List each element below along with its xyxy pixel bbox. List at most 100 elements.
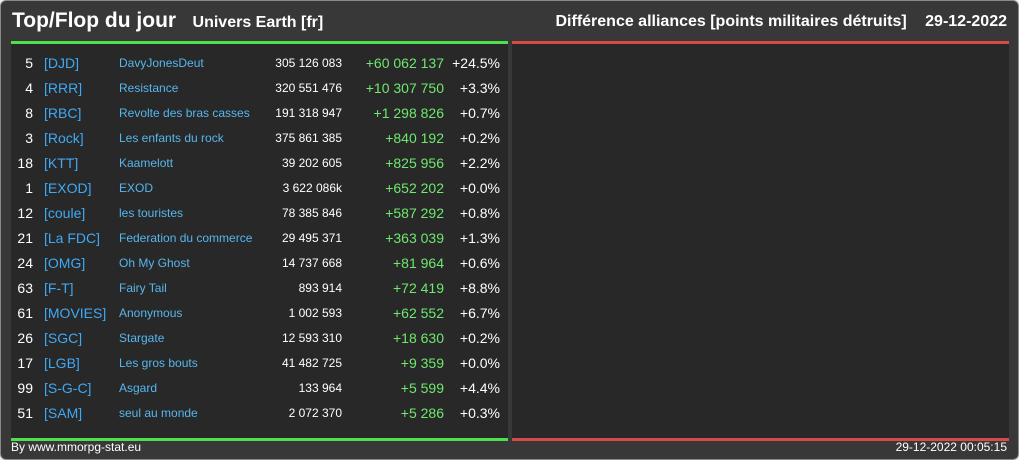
header-right: Différence alliances [points militaires … xyxy=(555,13,1007,31)
rank: 21 xyxy=(17,230,33,246)
points-difference: +363 039 xyxy=(385,230,444,246)
alliance-name[interactable]: Fairy Tail xyxy=(119,281,167,295)
alliance-tag[interactable]: [EXOD] xyxy=(44,180,92,196)
alliance-points: 29 495 371 xyxy=(281,231,342,245)
points-difference: +18 630 xyxy=(393,330,444,346)
table-row: 21 [La FDC] Federation du commerce 29 495 3… xyxy=(11,226,508,251)
alliance-tag[interactable]: [DJD] xyxy=(44,55,79,71)
percent-change: +0.6% xyxy=(459,255,500,271)
table-row: 3 [Rock] Les enfants du rock 375 861 385 +84… xyxy=(11,126,508,151)
alliance-tag[interactable]: [F-T] xyxy=(44,280,74,296)
rank: 51 xyxy=(17,405,33,421)
rank: 3 xyxy=(25,130,33,146)
alliance-points: 375 861 385 xyxy=(275,131,342,145)
alliance-tag[interactable]: [S-G-C] xyxy=(44,380,92,396)
points-difference: +840 192 xyxy=(385,130,444,146)
rank: 26 xyxy=(17,330,33,346)
points-difference: +81 964 xyxy=(393,255,444,271)
table-row: 63 [F-T] Fairy Tail 893 914 +72 419 +8.8% xyxy=(11,276,508,301)
alliance-points: 39 202 605 xyxy=(281,156,342,170)
percent-change: +0.8% xyxy=(459,205,500,221)
alliance-tag[interactable]: [SGC] xyxy=(44,330,83,346)
update-timestamp: 29-12-2022 00:05:15 xyxy=(895,440,1007,454)
alliance-name[interactable]: EXOD xyxy=(119,181,154,195)
alliance-name[interactable]: Les gros bouts xyxy=(119,356,198,370)
alliance-tag[interactable]: [coule] xyxy=(44,205,86,221)
points-difference: +5 599 xyxy=(400,380,444,396)
alliance-name[interactable]: Stargate xyxy=(119,331,165,345)
alliance-tag[interactable]: [OMG] xyxy=(44,255,86,271)
alliance-name[interactable]: Anonymous xyxy=(119,306,183,320)
alliance-name[interactable]: Asgard xyxy=(119,381,158,395)
alliance-name[interactable]: Resistance xyxy=(119,81,179,95)
points-difference: +825 956 xyxy=(385,155,444,171)
rank: 4 xyxy=(25,80,33,96)
alliance-tag[interactable]: [SAM] xyxy=(44,405,83,421)
table-row: 99 [S-G-C] Asgard 133 964 +5 599 +4.4% xyxy=(11,376,508,401)
alliance-points: 320 551 476 xyxy=(275,81,342,95)
rank: 1 xyxy=(25,180,33,196)
alliance-name[interactable]: les touristes xyxy=(119,206,184,220)
percent-change: +0.0% xyxy=(459,180,500,196)
table-row: 61 [MOVIES] Anonymous 1 002 593 +62 552 +6.7% xyxy=(11,301,508,326)
table-row: 26 [SGC] Stargate 12 593 310 +18 630 +0.2% xyxy=(11,326,508,351)
alliance-tag[interactable]: [LGB] xyxy=(44,355,80,371)
alliance-name[interactable]: DavyJonesDeut xyxy=(119,56,204,70)
alliance-points: 12 593 310 xyxy=(281,331,342,345)
rank: 63 xyxy=(17,280,33,296)
table-row: 51 [SAM] seul au monde 2 072 370 +5 286 +0.3% xyxy=(11,401,508,426)
rank: 12 xyxy=(17,205,33,221)
alliance-name[interactable]: Oh My Ghost xyxy=(119,256,190,270)
flop-panel xyxy=(512,41,1009,441)
points-difference: +72 419 xyxy=(393,280,444,296)
alliance-name[interactable]: seul au monde xyxy=(119,406,198,420)
rank: 61 xyxy=(17,305,33,321)
percent-change: +0.2% xyxy=(459,330,500,346)
percent-change: +0.3% xyxy=(459,405,500,421)
percent-change: +1.3% xyxy=(459,230,500,246)
rank: 18 xyxy=(17,155,33,171)
alliance-points: 1 002 593 xyxy=(288,306,342,320)
table-row: 24 [OMG] Oh My Ghost 14 737 668 +81 964 +0.6% xyxy=(11,251,508,276)
table-row: 5 [DJD] DavyJonesDeut 305 126 083 +60 062 13… xyxy=(11,51,508,76)
rank: 99 xyxy=(17,380,33,396)
percent-change: +6.7% xyxy=(459,305,500,321)
points-difference: +1 298 826 xyxy=(373,105,444,121)
points-difference: +587 292 xyxy=(385,205,444,221)
alliance-tag[interactable]: [RBC] xyxy=(44,105,82,121)
rank: 17 xyxy=(17,355,33,371)
alliance-tag[interactable]: [RRR] xyxy=(44,80,83,96)
alliance-points: 191 318 947 xyxy=(275,106,342,120)
site-credit-link[interactable]: By www.mmorpg-stat.eu xyxy=(11,440,142,454)
alliance-name[interactable]: Revolte des bras casses xyxy=(119,106,250,120)
rank: 24 xyxy=(17,255,33,271)
table-row: 17 [LGB] Les gros bouts 41 482 725 +9 359 +0.… xyxy=(11,351,508,376)
points-difference: +5 286 xyxy=(400,405,444,421)
table-row: 12 [coule] les touristes 78 385 846 +587 292… xyxy=(11,201,508,226)
rank: 8 xyxy=(25,105,33,121)
percent-change: +0.7% xyxy=(459,105,500,121)
alliance-points: 78 385 846 xyxy=(281,206,342,220)
alliance-tag[interactable]: [La FDC] xyxy=(44,230,101,246)
percent-change: +3.3% xyxy=(459,80,500,96)
alliance-tag[interactable]: [Rock] xyxy=(44,130,84,146)
header-left: Top/Flop du jour Univers Earth [fr] xyxy=(12,9,323,33)
alliance-name[interactable]: Kaamelott xyxy=(119,156,174,170)
points-difference: +10 307 750 xyxy=(365,80,444,96)
alliance-name[interactable]: Les enfants du rock xyxy=(119,131,224,145)
page-title: Top/Flop du jour xyxy=(12,9,177,32)
alliance-points: 133 964 xyxy=(298,381,342,395)
alliance-name[interactable]: Federation du commerce xyxy=(119,231,253,245)
alliance-points: 3 622 086k xyxy=(282,181,342,195)
percent-change: +2.2% xyxy=(459,155,500,171)
top-panel: 5 [DJD] DavyJonesDeut 305 126 083 +60 062 13… xyxy=(11,41,508,441)
rank: 5 xyxy=(25,55,33,71)
server-name: Univers Earth [fr] xyxy=(192,14,324,31)
points-difference: +62 552 xyxy=(393,305,444,321)
alliance-tag[interactable]: [KTT] xyxy=(44,155,79,171)
alliance-tag[interactable]: [MOVIES] xyxy=(44,305,107,321)
percent-change: +8.8% xyxy=(459,280,500,296)
alliance-points: 14 737 668 xyxy=(281,256,342,270)
percent-change: +24.5% xyxy=(452,55,500,71)
